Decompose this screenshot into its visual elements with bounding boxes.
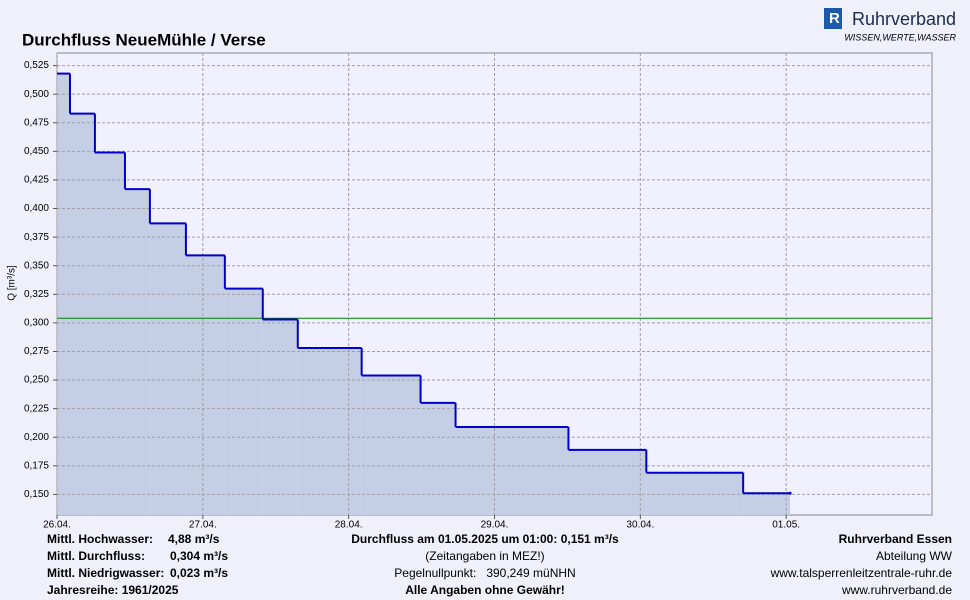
x-tick-label: 27.04. <box>189 520 217 531</box>
stat-label: Mittl. Durchfluss: <box>47 549 145 563</box>
stat-label: Jahresreihe: 1961/2025 <box>47 583 179 597</box>
center-note: Alle Angaben ohne Gewähr! <box>405 583 565 597</box>
x-tick-label: 29.04. <box>481 520 509 531</box>
y-tick-label: 0,425 <box>24 175 49 186</box>
y-tick-label: 0,375 <box>24 232 49 243</box>
y-tick-label: 0,500 <box>24 89 49 100</box>
area-step <box>297 348 362 515</box>
x-tick-label: 30.04. <box>626 520 654 531</box>
area-step <box>94 152 125 515</box>
y-tick-label: 0,275 <box>24 346 49 357</box>
y-tick-label: 0,350 <box>24 260 49 271</box>
plot: 0,150 0,175 0,200 0,225 0,250 0,275 0,300 0,325… <box>24 53 932 531</box>
area-step <box>185 255 225 515</box>
logo-icon <box>824 8 842 29</box>
y-tick-label: 0,400 <box>24 203 49 214</box>
area-step <box>69 113 95 515</box>
right-note: Abteilung WW <box>876 549 953 563</box>
area-step <box>361 375 421 515</box>
stat-value: 0,304 m³/s <box>170 549 228 563</box>
center-note: Pegelnullpunkt: 390,249 müNHN <box>394 566 575 580</box>
right-note: www.ruhrverband.de <box>841 583 952 597</box>
y-tick-label: 0,200 <box>24 432 49 443</box>
y-axis-label: Q [m³/s] <box>7 265 18 301</box>
area-step <box>646 472 744 515</box>
x-tick-label: 28.04. <box>335 520 363 531</box>
stat-value: 4,88 m³/s <box>168 532 220 546</box>
y-tick-label: 0,325 <box>24 289 49 300</box>
y-tick-label: 0,450 <box>24 146 49 157</box>
y-tick-label: 0,250 <box>24 375 49 386</box>
area-step <box>420 402 456 515</box>
x-tick-label: 26.04. <box>43 520 71 531</box>
stat-label: Mittl. Niedrigwasser: <box>47 566 164 580</box>
area-step <box>568 449 647 515</box>
center-note: (Zeitangaben in MEZ!) <box>425 549 544 563</box>
y-tick-label: 0,525 <box>24 60 49 71</box>
y-tick-label: 0,300 <box>24 318 49 329</box>
x-tick-label: 01.05. <box>772 520 800 531</box>
right-note: Ruhrverband Essen <box>839 532 952 546</box>
area-step <box>124 189 150 515</box>
y-tick-label: 0,475 <box>24 117 49 128</box>
logo-slogan: WISSEN,WERTE,WASSER <box>844 32 956 42</box>
y-tick-label: 0,175 <box>24 460 49 471</box>
y-tick-label: 0,225 <box>24 403 49 414</box>
stat-label: Mittl. Hochwasser: <box>47 532 153 546</box>
chart-title: Durchfluss NeueMühle / Verse <box>22 30 266 49</box>
area-step <box>224 288 263 515</box>
footer: Mittl. Hochwasser: 4,88 m³/s Mittl. Durchf… <box>47 532 953 597</box>
right-note: www.talsperrenleitzentrale-ruhr.de <box>770 566 953 580</box>
area-step <box>455 426 569 515</box>
logo-icon-letter: R <box>829 10 840 27</box>
end-point <box>788 491 792 495</box>
area-step <box>743 493 791 515</box>
logo-name: Ruhrverband <box>852 9 956 29</box>
center-note: Durchfluss am 01.05.2025 um 01:00: 0,151… <box>351 532 619 546</box>
stat-value: 0,023 m³/s <box>170 566 228 580</box>
area-step <box>262 319 298 515</box>
area-step <box>149 223 186 515</box>
y-tick-label: 0,150 <box>24 489 49 500</box>
